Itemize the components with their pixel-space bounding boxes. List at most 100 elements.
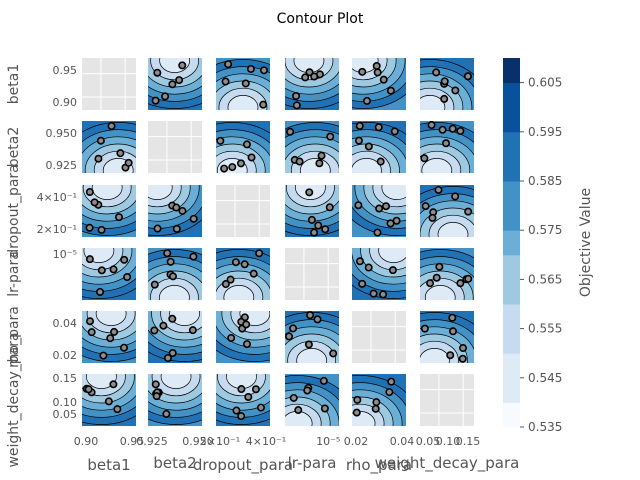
y-axis-label-dropout_para: dropout_para (6, 164, 22, 258)
trial-point (313, 315, 322, 324)
gridlines (420, 374, 474, 426)
contour-band (160, 374, 192, 389)
trial-point (448, 124, 457, 133)
panel-lr-para-vs-rho_para (352, 248, 406, 300)
trial-point (304, 340, 313, 349)
x-tick-label: 0.05 (416, 435, 441, 448)
panel-dropout_para-vs-beta1 (82, 185, 136, 237)
trial-point (150, 326, 159, 335)
colorbar-tick-label: 0.545 (528, 371, 562, 385)
y-tick-label: 0.925 (46, 159, 78, 172)
trial-point (440, 94, 449, 103)
trial-point (371, 404, 380, 413)
y-axis-label-lr-para: lr-para (6, 251, 22, 297)
trial-point (353, 395, 362, 404)
contour-band (227, 95, 259, 110)
trial-point (364, 263, 373, 272)
y-axis-label-rho_para: rho_para (6, 306, 22, 368)
empty-diagonal-panel (420, 374, 474, 426)
panel-lr-para-vs-lr-para (285, 248, 339, 300)
trial-point (464, 207, 473, 216)
trial-point (97, 266, 106, 275)
trial-point (355, 121, 364, 130)
trial-point (432, 273, 441, 282)
trial-point (354, 201, 363, 210)
panel-dropout_para-vs-lr-para (285, 185, 339, 237)
colorbar-tick-label: 0.575 (528, 223, 562, 237)
y-tick-label: 2×10⁻¹ (37, 223, 77, 236)
trial-point (390, 127, 399, 136)
trial-point (249, 269, 258, 278)
trial-point (306, 311, 315, 320)
trial-point (463, 72, 472, 81)
contour-band (420, 348, 450, 363)
trial-point (168, 80, 177, 89)
trial-point (221, 280, 230, 289)
colorbar-tick-label: 0.595 (528, 125, 562, 139)
trial-point (99, 351, 108, 360)
x-tick-label: 0.02 (344, 435, 369, 448)
trial-point (364, 142, 373, 151)
trial-point (382, 202, 391, 211)
trial-point (175, 76, 184, 85)
panel-beta2-vs-beta1 (82, 121, 136, 173)
x-tick-label: 0.10 (436, 435, 461, 448)
colorbar-tick-label: 0.605 (528, 76, 562, 90)
trial-point (446, 351, 455, 360)
trial-point (421, 202, 430, 211)
y-tick-label: 0.10 (53, 396, 78, 409)
trial-point (85, 255, 94, 264)
trial-point (151, 96, 160, 105)
panel-beta1-vs-rho_para (352, 58, 406, 110)
empty-diagonal-panel (352, 311, 406, 363)
contour-band (352, 411, 376, 426)
colorbar-band (503, 402, 520, 428)
trial-point (90, 198, 99, 207)
x-tick-label: 4×10⁻¹ (246, 435, 286, 448)
trial-point (168, 272, 177, 281)
empty-diagonal-panel (285, 248, 339, 300)
gridlines (82, 58, 136, 110)
x-tick-label: 10⁻⁵ (316, 435, 340, 448)
trial-point (354, 136, 363, 145)
x-axis-label-rho_para: rho_para (346, 456, 412, 475)
trial-point (435, 262, 444, 271)
colorbar-band (503, 82, 520, 108)
trial-point (420, 324, 429, 333)
panel-rho_para-vs-beta2 (148, 311, 202, 363)
trial-point (168, 314, 177, 323)
y-axis-label-beta2: beta2 (6, 127, 22, 167)
trial-point (97, 225, 106, 234)
trial-point (114, 213, 123, 222)
contour-band (424, 285, 456, 300)
trial-point (251, 385, 260, 394)
trial-point (189, 214, 198, 223)
trial-point (325, 203, 334, 212)
trial-point (438, 125, 447, 134)
trial-point (317, 151, 326, 160)
trial-point (162, 409, 171, 418)
panel-weight_decay_para-vs-dropout_para (216, 374, 270, 426)
colorbar-band (503, 107, 520, 133)
trial-point (240, 260, 249, 269)
colorbar-band (503, 58, 520, 84)
trial-point (286, 127, 295, 136)
x-tick-label: 0.950 (182, 435, 214, 448)
colorbar-tick-label: 0.565 (528, 272, 562, 286)
colorbar-band (503, 377, 520, 403)
trial-point (221, 77, 230, 86)
trial-point (376, 157, 385, 166)
trial-point (294, 406, 303, 415)
panel-weight_decay_para-vs-weight_decay_para (420, 374, 474, 426)
trial-point (188, 326, 197, 335)
contour-band (159, 285, 190, 300)
trial-point (451, 192, 460, 201)
y-axis-label-weight_decay_para: weight_decay_para (6, 332, 22, 467)
panel-beta1-vs-beta1 (82, 58, 136, 110)
trial-point (256, 403, 265, 412)
panel-dropout_para-vs-dropout_para (216, 185, 270, 237)
chart-title: Contour Plot (277, 11, 364, 27)
colorbar-label: Objective Value (578, 188, 594, 297)
trial-point (464, 274, 473, 283)
trial-point (172, 203, 181, 212)
